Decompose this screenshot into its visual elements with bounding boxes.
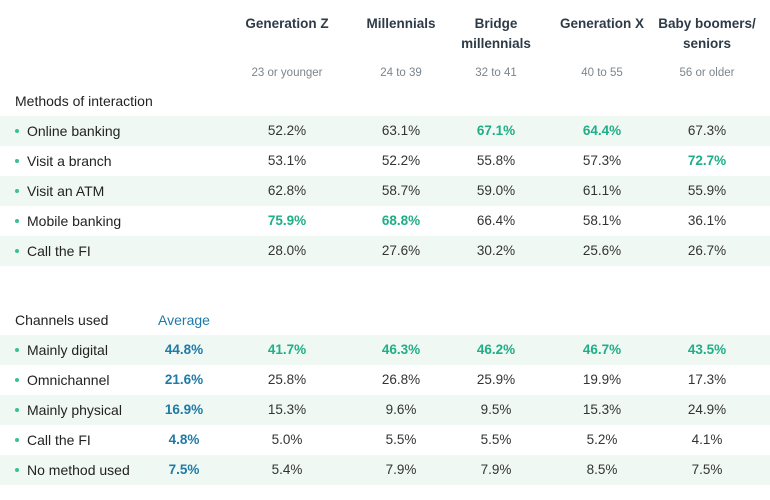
average-value: 21.6% bbox=[164, 372, 204, 387]
bullet-icon bbox=[15, 468, 19, 472]
table-cell: 53.1% bbox=[267, 153, 307, 168]
table-cell: 46.3% bbox=[381, 342, 421, 357]
row-label: Mainly physical bbox=[27, 402, 122, 418]
table-cell: 19.9% bbox=[582, 372, 622, 387]
row-label: Call the FI bbox=[27, 432, 91, 448]
table-cell: 7.9% bbox=[385, 462, 417, 477]
channels-section-title: Channels used bbox=[15, 312, 109, 328]
table-cell: 5.0% bbox=[271, 432, 303, 447]
table-cell: 55.9% bbox=[687, 183, 727, 198]
row-label: Omnichannel bbox=[27, 372, 110, 388]
table-cell: 17.3% bbox=[687, 372, 727, 387]
bullet-icon bbox=[15, 348, 19, 352]
table-row: Visit a branch 53.1% 52.2% 55.8% 57.3% 72.7% bbox=[0, 146, 770, 176]
table-cell: 68.8% bbox=[381, 213, 421, 228]
table-cell: 41.7% bbox=[267, 342, 307, 357]
table-cell: 7.9% bbox=[480, 462, 512, 477]
bullet-icon bbox=[15, 438, 19, 442]
table-cell: 58.7% bbox=[381, 183, 421, 198]
row-label: No method used bbox=[27, 462, 130, 478]
table-cell: 46.2% bbox=[476, 342, 516, 357]
table-cell: 43.5% bbox=[687, 342, 727, 357]
table-cell: 25.9% bbox=[476, 372, 516, 387]
table-cell: 28.0% bbox=[267, 243, 307, 258]
bullet-icon bbox=[15, 189, 19, 193]
average-value: 16.9% bbox=[164, 402, 204, 417]
table-cell: 5.5% bbox=[385, 432, 417, 447]
table-cell: 25.8% bbox=[267, 372, 307, 387]
table-cell: 26.8% bbox=[381, 372, 421, 387]
average-column-header: Average bbox=[158, 312, 210, 328]
table-cell: 27.6% bbox=[381, 243, 421, 258]
table-cell: 63.1% bbox=[381, 123, 421, 138]
table-cell: 59.0% bbox=[476, 183, 516, 198]
table-row: Mainly digital 44.8% 41.7% 46.3% 46.2% 46.7% 4… bbox=[0, 335, 770, 365]
table-cell: 4.1% bbox=[691, 432, 723, 447]
row-label: Call the FI bbox=[27, 243, 91, 259]
generation-age-range: 24 to 39 bbox=[380, 67, 422, 79]
generation-age-range: 32 to 41 bbox=[475, 67, 517, 79]
average-value: 7.5% bbox=[168, 462, 200, 477]
average-value: 4.8% bbox=[168, 432, 200, 447]
table-cell: 75.9% bbox=[267, 213, 307, 228]
table-cell: 46.7% bbox=[582, 342, 622, 357]
bullet-icon bbox=[15, 249, 19, 253]
table-row: Mobile banking 75.9% 68.8% 66.4% 58.1% 36.1% bbox=[0, 206, 770, 236]
table-cell: 67.3% bbox=[687, 123, 727, 138]
table-cell: 55.8% bbox=[476, 153, 516, 168]
table-cell: 72.7% bbox=[687, 153, 727, 168]
table-cell: 58.1% bbox=[582, 213, 622, 228]
table-cell: 66.4% bbox=[476, 213, 516, 228]
table-row: Omnichannel 21.6% 25.8% 26.8% 25.9% 19.9% 17.3… bbox=[0, 365, 770, 395]
table-cell: 9.5% bbox=[480, 402, 512, 417]
bullet-icon bbox=[15, 219, 19, 223]
table-cell: 36.1% bbox=[687, 213, 727, 228]
generation-name: Baby boomers/seniors bbox=[658, 16, 756, 51]
table-row: Online banking 52.2% 63.1% 67.1% 64.4% 67.3% bbox=[0, 116, 770, 146]
table-row: Call the FI 4.8% 5.0% 5.5% 5.5% 5.2% 4.1% bbox=[0, 425, 770, 455]
table-cell: 57.3% bbox=[582, 153, 622, 168]
table-cell: 64.4% bbox=[582, 123, 622, 138]
bullet-icon bbox=[15, 378, 19, 382]
table-cell: 52.2% bbox=[381, 153, 421, 168]
row-label: Online banking bbox=[27, 123, 121, 139]
average-value: 44.8% bbox=[164, 342, 204, 357]
generation-age-range: 40 to 55 bbox=[581, 67, 623, 79]
table-cell: 26.7% bbox=[687, 243, 727, 258]
table-row: Visit an ATM 62.8% 58.7% 59.0% 61.1% 55.9% bbox=[0, 176, 770, 206]
methods-section-title: Methods of interaction bbox=[15, 93, 153, 109]
table-row: Call the FI 28.0% 27.6% 30.2% 25.6% 26.7% bbox=[0, 236, 770, 266]
generation-name: Generation X bbox=[559, 16, 645, 31]
generation-age-range: 23 or younger bbox=[251, 67, 323, 79]
table-cell: 9.6% bbox=[385, 402, 417, 417]
table-cell: 15.3% bbox=[267, 402, 307, 417]
table-cell: 62.8% bbox=[267, 183, 307, 198]
generation-name: Bridge millennials bbox=[461, 16, 531, 51]
row-label: Mainly digital bbox=[27, 342, 108, 358]
bullet-icon bbox=[15, 408, 19, 412]
generation-name: Millennials bbox=[366, 16, 436, 31]
table-cell: 5.2% bbox=[586, 432, 618, 447]
row-label: Visit a branch bbox=[27, 153, 112, 169]
bullet-icon bbox=[15, 129, 19, 133]
table-cell: 52.2% bbox=[267, 123, 307, 138]
bullet-icon bbox=[15, 159, 19, 163]
table-cell: 8.5% bbox=[586, 462, 618, 477]
table-row: Mainly physical 16.9% 15.3% 9.6% 9.5% 15.3% 24… bbox=[0, 395, 770, 425]
table-cell: 5.4% bbox=[271, 462, 303, 477]
table-cell: 7.5% bbox=[691, 462, 723, 477]
table-cell: 61.1% bbox=[582, 183, 622, 198]
table-cell: 5.5% bbox=[480, 432, 512, 447]
row-label: Mobile banking bbox=[27, 213, 122, 229]
table-cell: 25.6% bbox=[582, 243, 622, 258]
table-cell: 24.9% bbox=[687, 402, 727, 417]
table-row: No method used 7.5% 5.4% 7.9% 7.9% 8.5% 7.5% bbox=[0, 455, 770, 485]
table-cell: 30.2% bbox=[476, 243, 516, 258]
table-cell: 67.1% bbox=[476, 123, 516, 138]
table-cell: 15.3% bbox=[582, 402, 622, 417]
generation-name: Generation Z bbox=[245, 16, 329, 31]
row-label: Visit an ATM bbox=[27, 183, 105, 199]
generation-age-range: 56 or older bbox=[679, 67, 735, 79]
